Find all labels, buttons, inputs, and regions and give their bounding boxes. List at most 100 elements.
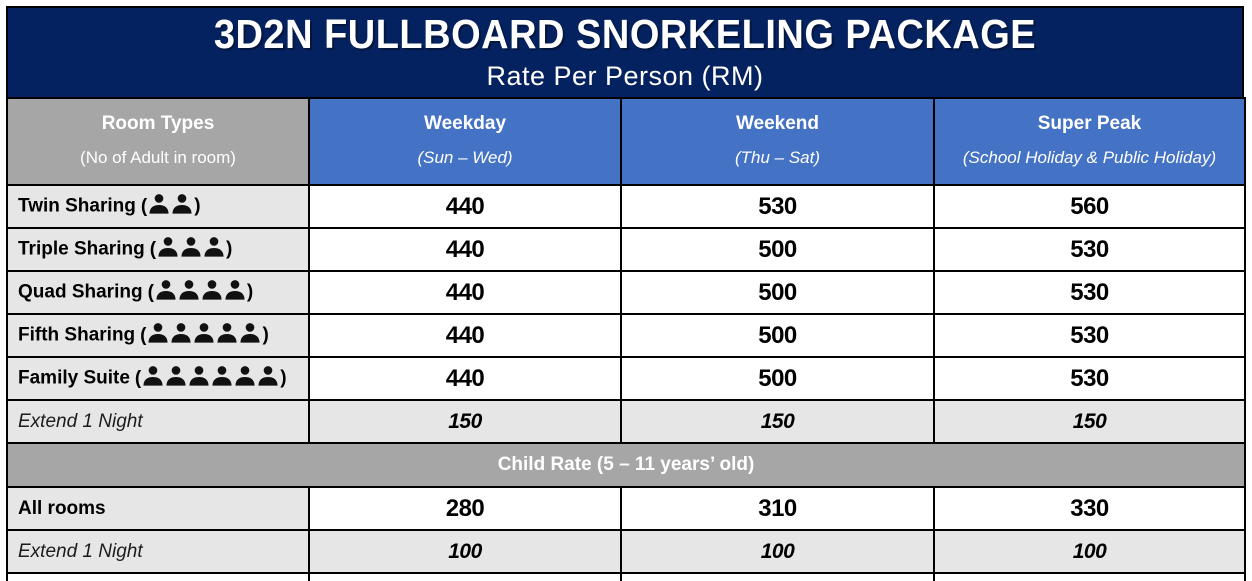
room-type-cell: Fifth Sharing() [6, 313, 310, 358]
person-silhouette-icon [257, 365, 279, 388]
person-silhouette-icon [148, 193, 170, 216]
room-type-label: Twin Sharing [18, 195, 136, 217]
rate-super-peak: 560 [933, 184, 1246, 229]
rate-weekday: 280 [308, 486, 622, 531]
row-adult-extend-night: Extend 1 Night 150 150 150 [6, 399, 1246, 444]
person-silhouette-icon [203, 236, 225, 259]
rate-super-peak: 150 [933, 399, 1246, 444]
rate-subtitle: Rate Per Person (RM) [486, 60, 764, 91]
paren-open: ( [140, 324, 147, 346]
row-quad-sharing: Quad Sharing() 440 500 530 [6, 270, 1246, 315]
row-child-extend-night: Extend 1 Night 100 100 100 [6, 529, 1246, 574]
occupancy-icons [142, 365, 279, 388]
person-silhouette-icon [171, 193, 193, 216]
person-silhouette-icon [211, 365, 233, 388]
rate-super-peak: 530 [933, 356, 1246, 401]
rate-weekday: 100 [308, 529, 622, 574]
person-silhouette-icon [165, 365, 187, 388]
paren-close: ) [194, 195, 201, 217]
weekend-header-label: Weekend [735, 113, 820, 134]
occupancy-icons [157, 236, 225, 259]
column-header-super-peak: Super Peak (School Holiday & Public Holi… [933, 97, 1246, 186]
paren-close: ) [246, 281, 254, 303]
child-rate-band-label: Child Rate (5 – 11 years’ old) [6, 442, 1246, 488]
person-silhouette-icon [216, 322, 238, 345]
rate-weekday: 150 [308, 399, 622, 444]
room-type-label: Quad Sharing [18, 281, 143, 303]
room-types-header-sublabel: (No of Adult in room) [80, 148, 236, 167]
room-types-header-label: Room Types [101, 113, 215, 134]
row-family-suite: Family Suite() 440 500 530 [6, 356, 1246, 401]
person-silhouette-icon [155, 279, 177, 302]
room-type-cell: Family Suite() [6, 356, 310, 401]
paren-open: ( [134, 367, 142, 389]
occupancy-icons [155, 279, 246, 302]
rate-super-peak: 100 [933, 529, 1246, 574]
rate-weekend: 500 [620, 227, 935, 272]
occupancy-icons [147, 322, 261, 345]
rate-weekend: 310 [620, 486, 935, 531]
rate-super-peak: 530 [933, 227, 1246, 272]
super-peak-header-label: Super Peak [1037, 113, 1142, 134]
rate-weekend: 100 [620, 529, 935, 574]
row-fifth-sharing: Fifth Sharing() 440 500 530 [6, 313, 1246, 358]
person-silhouette-icon [157, 236, 179, 259]
rate-weekend: 150 [620, 399, 935, 444]
child-rate-section-header: Child Rate (5 – 11 years’ old) [6, 442, 1246, 488]
person-silhouette-icon [142, 365, 164, 388]
rate-weekday: 440 [308, 270, 622, 315]
room-type-label: Fifth Sharing [18, 324, 136, 346]
person-silhouette-icon [234, 365, 256, 388]
room-type-cell: Triple Sharing() [6, 227, 310, 272]
row-all-rooms: All rooms 280 310 330 [6, 486, 1246, 531]
rates-table: Room Types (No of Adult in room) Weekday… [6, 97, 1246, 581]
occupancy-icons [148, 193, 193, 216]
paren-close: ) [262, 324, 269, 346]
paren-close: ) [226, 238, 233, 260]
package-title-banner: 3D2N FULLBOARD SNORKELING PACKAGE Rate P… [6, 6, 1244, 99]
room-type-label: Triple Sharing [18, 238, 145, 260]
weekday-header-label: Weekday [423, 113, 507, 134]
person-silhouette-icon [170, 322, 192, 345]
rate-weekday: 440 [308, 184, 622, 229]
rate-weekend: 500 [620, 270, 935, 315]
rate-weekday: 440 [308, 227, 622, 272]
person-silhouette-icon [180, 236, 202, 259]
rate-super-peak: 530 [933, 270, 1246, 315]
extend-night-label: Extend 1 Night [6, 399, 310, 444]
column-header-room-types: Room Types (No of Adult in room) [6, 97, 310, 186]
weekday-header-sublabel: (Sun – Wed) [417, 148, 513, 167]
column-header-weekday: Weekday (Sun – Wed) [308, 97, 622, 186]
rate-super-peak: 530 [933, 313, 1246, 358]
row-twin-sharing: Twin Sharing() 440 530 560 [6, 184, 1246, 229]
room-type-label: Family Suite [18, 367, 130, 389]
room-type-cell: Quad Sharing() [6, 270, 310, 315]
person-silhouette-icon [201, 279, 223, 302]
rate-weekend: 500 [620, 313, 935, 358]
person-silhouette-icon [224, 279, 246, 302]
person-silhouette-icon [178, 279, 200, 302]
person-silhouette-icon [147, 322, 169, 345]
paren-open: ( [147, 281, 154, 303]
row-triple-sharing: Triple Sharing() 440 500 530 [6, 227, 1246, 272]
row-partial-bottom [6, 572, 1246, 581]
paren-open: ( [140, 195, 148, 217]
weekend-header-sublabel: (Thu – Sat) [734, 148, 821, 167]
rate-weekday: 440 [308, 313, 622, 358]
package-title: 3D2N FULLBOARD SNORKELING PACKAGE [213, 11, 1037, 58]
person-silhouette-icon [188, 365, 210, 388]
column-header-weekend: Weekend (Thu – Sat) [620, 97, 935, 186]
person-silhouette-icon [239, 322, 261, 345]
rate-weekday: 440 [308, 356, 622, 401]
column-header-row: Room Types (No of Adult in room) Weekday… [6, 97, 1246, 186]
super-peak-header-sublabel: (School Holiday & Public Holiday) [962, 148, 1217, 167]
paren-close: ) [280, 367, 287, 389]
room-type-cell: Twin Sharing() [6, 184, 310, 229]
paren-open: ( [149, 238, 157, 260]
rate-super-peak: 330 [933, 486, 1246, 531]
rate-weekend: 500 [620, 356, 935, 401]
person-silhouette-icon [193, 322, 215, 345]
rate-weekend: 530 [620, 184, 935, 229]
room-type-cell: All rooms [6, 486, 310, 531]
